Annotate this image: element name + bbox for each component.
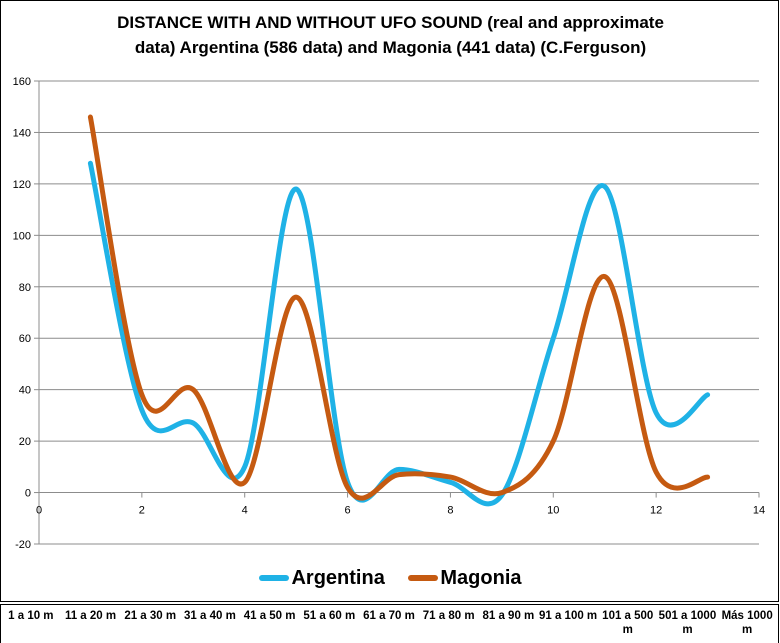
y-tick-label-0: -20 — [15, 539, 31, 551]
y-tick-label-6: 100 — [13, 230, 31, 242]
category-label-10: 101 a 500 m — [602, 610, 654, 636]
y-tick-label-9: 160 — [13, 76, 31, 88]
legend: Argentina Magonia — [1, 564, 780, 590]
category-label-6: 61 a 70 m — [363, 610, 415, 622]
chart-title: DISTANCE WITH AND WITHOUT UFO SOUND (rea… — [1, 10, 780, 60]
y-tick-label-8: 140 — [13, 127, 31, 139]
category-label-0: 1 a 10 m — [8, 610, 54, 622]
legend-item-argentina: Argentina — [259, 566, 385, 590]
category-label-3: 31 a 40 m — [184, 610, 236, 622]
y-tick-label-1: 0 — [25, 488, 31, 500]
line-chart: -20 0 20 40 60 80 100 120 140 160 0 2 4 6 8 10 12 14 — [13, 76, 765, 551]
category-label-8: 81 a 90 m — [482, 610, 535, 622]
legend-swatch-magonia — [408, 575, 439, 581]
chart-frame: DISTANCE WITH AND WITHOUT UFO SOUND (rea… — [0, 0, 779, 602]
category-label-2: 21 a 30 m — [124, 610, 177, 622]
axes — [34, 80, 760, 545]
category-label-11: 501 a 1000 m — [658, 610, 717, 636]
category-label-9: 91 a 100 m — [538, 610, 598, 622]
category-label-7: 71 a 80 m — [422, 610, 475, 622]
category-label-row: 1 a 10 m 11 a 20 m 21 a 30 m 31 a 40 m 41 a … — [0, 604, 779, 643]
x-tick-label-2: 4 — [242, 505, 248, 517]
legend-label-magonia: Magonia — [440, 566, 522, 589]
category-label-1: 11 a 20 m — [64, 610, 117, 622]
y-tick-labels: -20 0 20 40 60 80 100 120 140 160 — [13, 76, 31, 551]
legend-label-argentina: Argentina — [291, 566, 385, 589]
series-line-magonia — [87, 114, 711, 501]
x-tick-label-4: 8 — [447, 505, 453, 517]
chart-title-line-1: DISTANCE WITH AND WITHOUT UFO SOUND (rea… — [117, 13, 664, 32]
x-tick-label-3: 6 — [345, 505, 351, 517]
series-lines — [87, 114, 711, 507]
x-tick-label-0: 0 — [36, 505, 42, 517]
series-line-argentina — [87, 160, 711, 507]
category-label-4: 41 a 50 m — [243, 610, 296, 622]
y-tick-label-3: 40 — [19, 385, 31, 397]
x-tick-label-1: 2 — [139, 505, 145, 517]
x-tick-label-5: 10 — [547, 505, 559, 517]
category-label-5: 51 a 60 m — [303, 610, 356, 622]
y-tick-label-2: 20 — [19, 436, 31, 448]
chart-title-line-2: data) Argentina (586 data) and Magonia (… — [134, 38, 647, 57]
y-tick-label-5: 80 — [19, 282, 31, 294]
x-tick-label-7: 14 — [753, 505, 765, 517]
category-label-12: Más 1000 m — [721, 610, 773, 636]
legend-swatch-argentina — [259, 575, 290, 581]
y-tick-label-4: 60 — [19, 333, 31, 345]
y-tick-label-7: 120 — [13, 179, 31, 191]
x-tick-label-6: 12 — [650, 505, 662, 517]
x-tick-labels: 0 2 4 6 8 10 12 14 — [36, 505, 765, 517]
legend-item-magonia: Magonia — [408, 566, 522, 590]
